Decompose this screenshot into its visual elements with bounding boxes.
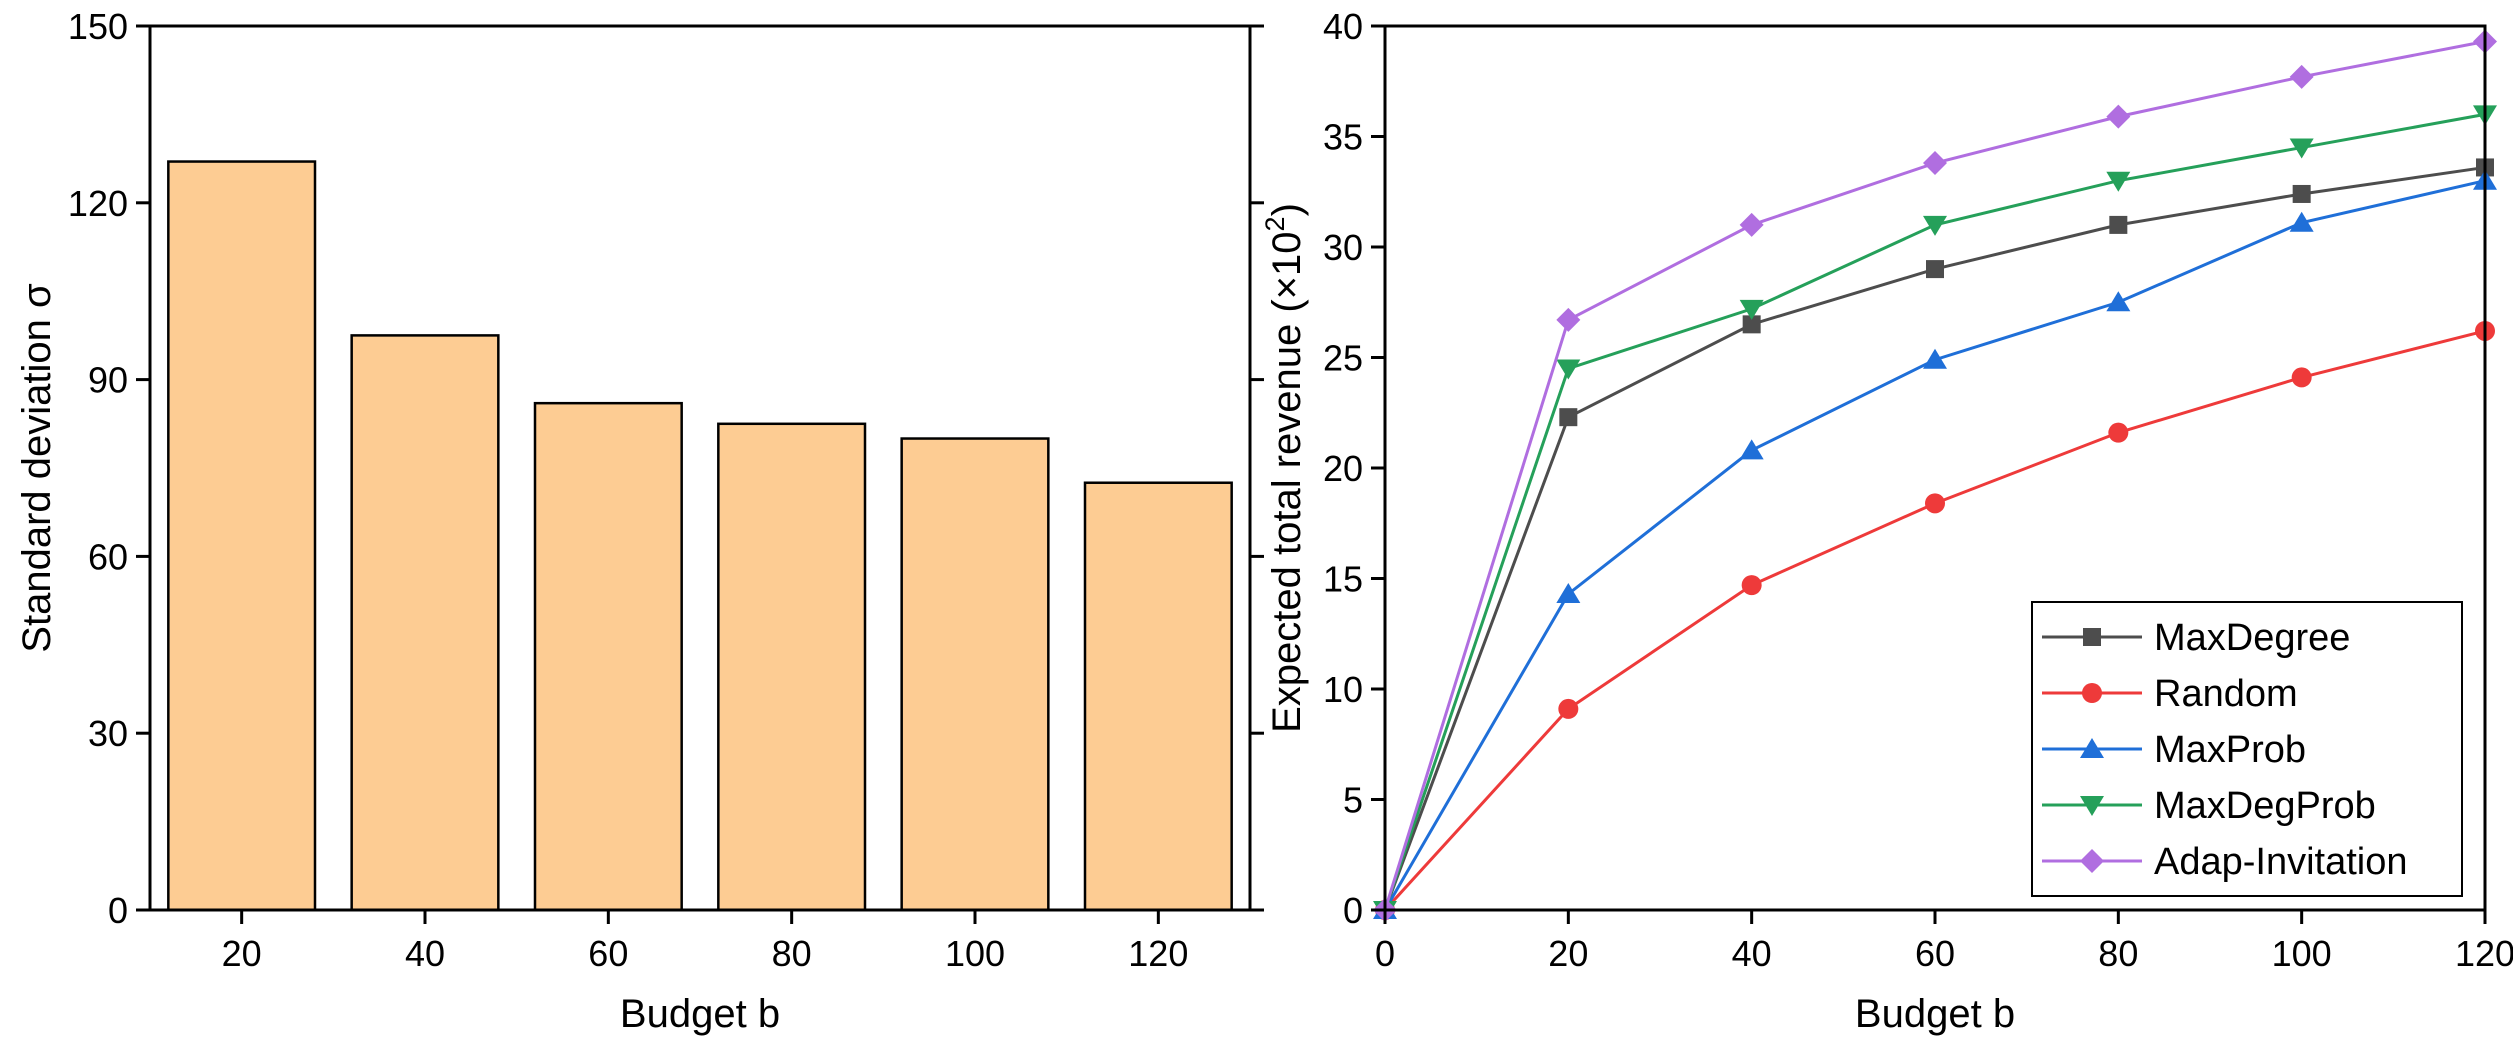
bar-series bbox=[167, 160, 1233, 912]
bar-chart-x-axis: 20 40 60 80 100 120 bbox=[222, 910, 1188, 974]
point-adap-invitation bbox=[1739, 212, 1764, 237]
legend-swatch-marker bbox=[2080, 738, 2104, 758]
point-adap-invitation bbox=[2106, 104, 2131, 129]
point-random bbox=[1925, 493, 1945, 514]
bar-chart-x-axis-label: Budget b bbox=[620, 992, 780, 1036]
legend-item-adap-invitation: Adap-Invitation bbox=[2042, 841, 2408, 883]
point-maxdegree bbox=[2109, 215, 2128, 234]
x-tick-label-40: 40 bbox=[405, 933, 445, 974]
x-tick-label-120: 120 bbox=[1128, 933, 1188, 974]
legend-label: MaxDegProb bbox=[2154, 785, 2376, 827]
x-tick-label-100: 100 bbox=[2272, 933, 2332, 974]
point-maxprob bbox=[1556, 582, 1581, 603]
y-tick-label-90: 90 bbox=[88, 360, 128, 401]
point-maxdegree bbox=[2292, 184, 2311, 203]
point-random bbox=[2291, 367, 2312, 388]
point-maxdegprob bbox=[2106, 171, 2131, 192]
legend-swatch-marker bbox=[2082, 683, 2102, 703]
point-random bbox=[1741, 575, 1762, 596]
x-tick-label-80: 80 bbox=[2098, 933, 2138, 974]
y-tick-label-35: 35 bbox=[1323, 117, 1363, 158]
legend-item-maxdegprob: MaxDegProb bbox=[2042, 785, 2376, 827]
point-maxdegprob bbox=[1556, 359, 1581, 380]
x-tick-label-20: 20 bbox=[222, 933, 262, 974]
point-maxdegprob bbox=[1923, 215, 1947, 236]
bar-80 bbox=[717, 422, 867, 912]
legend-label: Random bbox=[2154, 673, 2298, 715]
y-tick-label-5: 5 bbox=[1343, 780, 1363, 821]
bar-chart-frame bbox=[148, 24, 1252, 912]
y-tick-label-150: 150 bbox=[68, 6, 128, 47]
point-maxdegprob bbox=[2289, 138, 2314, 159]
point-random bbox=[2108, 422, 2129, 443]
x-tick-label-80: 80 bbox=[772, 933, 812, 974]
point-maxprob bbox=[2106, 291, 2131, 312]
legend-label: Adap-Invitation bbox=[2154, 841, 2408, 883]
bar-chart-y-axis-label: Standard deviation σ bbox=[15, 283, 59, 653]
bar-chart: 0 30 60 90 120 150 20 40 60 80 100 120 Budget b St… bbox=[15, 6, 1264, 1036]
y-tick-label-10: 10 bbox=[1323, 669, 1363, 710]
line-chart-x-axis: 0 20 40 60 80 100 120 bbox=[1375, 910, 2513, 974]
point-maxprob bbox=[1739, 439, 1764, 460]
point-adap-invitation bbox=[1923, 151, 1947, 176]
legend-swatch-marker bbox=[2080, 849, 2104, 873]
y-axis-label-superscript: 2 bbox=[1260, 216, 1290, 231]
legend-label: MaxProb bbox=[2154, 729, 2306, 771]
y-tick-label-25: 25 bbox=[1323, 338, 1363, 379]
x-tick-label-60: 60 bbox=[588, 933, 628, 974]
x-tick-label-60: 60 bbox=[1915, 933, 1955, 974]
y-tick-label-0: 0 bbox=[108, 890, 128, 931]
bar-120 bbox=[1083, 481, 1233, 912]
x-tick-label-40: 40 bbox=[1732, 933, 1772, 974]
y-tick-label-60: 60 bbox=[88, 536, 128, 577]
bar-40 bbox=[350, 334, 500, 912]
y-tick-label-40: 40 bbox=[1323, 6, 1363, 47]
line-chart: 0 5 10 15 20 25 30 35 40 0 20 40 60 80 100 120 Budget … bbox=[1260, 6, 2513, 1036]
bar-20 bbox=[167, 160, 317, 912]
line-series-group bbox=[1373, 29, 2497, 922]
point-adap-invitation bbox=[1556, 307, 1581, 332]
x-tick-label-100: 100 bbox=[945, 933, 1005, 974]
point-maxdegprob bbox=[1739, 299, 1764, 320]
legend-item-maxdegree: MaxDegree bbox=[2042, 617, 2350, 659]
bar-100 bbox=[900, 437, 1050, 912]
y-tick-label-20: 20 bbox=[1323, 448, 1363, 489]
legend-label: MaxDegree bbox=[2154, 617, 2350, 659]
line-chart-y-axis: 0 5 10 15 20 25 30 35 40 bbox=[1323, 6, 1385, 931]
bar-chart-y-axis: 0 30 60 90 120 150 bbox=[68, 6, 1264, 931]
y-tick-label-120: 120 bbox=[68, 183, 128, 224]
line-chart-x-axis-label: Budget b bbox=[1855, 992, 2015, 1036]
y-axis-label-main: Expected total revenue (×10 bbox=[1265, 231, 1309, 732]
legend: MaxDegree Random MaxProb MaxDegProb Adap-Inv… bbox=[2031, 601, 2463, 897]
legend-swatch-marker bbox=[2083, 628, 2101, 646]
point-maxdegree bbox=[1926, 260, 1944, 279]
point-maxprob bbox=[1923, 348, 1947, 369]
point-maxdegree bbox=[1742, 315, 1761, 334]
y-axis-label-close: ) bbox=[1265, 203, 1309, 216]
legend-item-random: Random bbox=[2042, 673, 2298, 715]
y-tick-label-30: 30 bbox=[1323, 227, 1363, 268]
legend-item-maxprob: MaxProb bbox=[2042, 729, 2306, 771]
line-chart-y-axis-label: Expected total revenue (×102) bbox=[1260, 203, 1309, 733]
point-maxprob bbox=[2289, 211, 2314, 232]
bar-60 bbox=[533, 401, 683, 912]
y-tick-label-15: 15 bbox=[1323, 559, 1363, 600]
y-tick-label-0: 0 bbox=[1343, 890, 1363, 931]
point-random bbox=[1558, 698, 1579, 719]
x-tick-label-20: 20 bbox=[1548, 933, 1588, 974]
legend-swatch-marker bbox=[2080, 796, 2104, 816]
point-adap-invitation bbox=[2289, 64, 2314, 89]
x-tick-label-120: 120 bbox=[2455, 933, 2513, 974]
point-maxdegree bbox=[1559, 408, 1578, 427]
y-tick-label-30: 30 bbox=[88, 713, 128, 754]
series-adap-invitation bbox=[1373, 29, 2497, 922]
x-tick-label-0: 0 bbox=[1375, 933, 1395, 974]
